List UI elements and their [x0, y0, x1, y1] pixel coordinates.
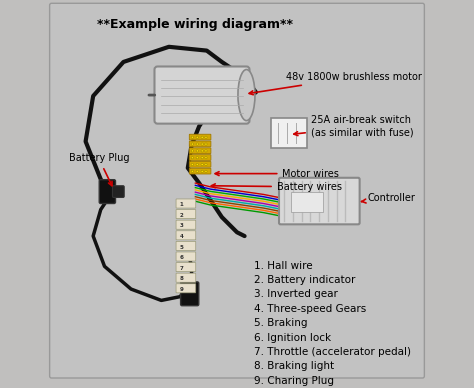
FancyBboxPatch shape	[99, 180, 116, 204]
Circle shape	[205, 163, 207, 166]
FancyBboxPatch shape	[176, 284, 196, 293]
Circle shape	[196, 170, 199, 173]
Circle shape	[205, 170, 207, 173]
FancyBboxPatch shape	[176, 210, 196, 219]
Circle shape	[196, 150, 199, 152]
Circle shape	[201, 157, 203, 159]
FancyBboxPatch shape	[176, 241, 196, 250]
Text: **Example wiring diagram**: **Example wiring diagram**	[97, 18, 293, 31]
Text: 3. Inverted gear: 3. Inverted gear	[254, 289, 338, 300]
Text: 9. Charing Plug: 9. Charing Plug	[254, 376, 334, 386]
FancyBboxPatch shape	[189, 168, 211, 174]
Text: 4: 4	[180, 234, 183, 239]
Circle shape	[205, 143, 207, 145]
Text: 7: 7	[180, 266, 183, 271]
FancyBboxPatch shape	[155, 66, 249, 124]
Text: Motor wires: Motor wires	[215, 169, 339, 178]
Ellipse shape	[238, 69, 255, 121]
FancyBboxPatch shape	[189, 141, 211, 147]
Circle shape	[205, 136, 207, 139]
Circle shape	[201, 136, 203, 139]
FancyBboxPatch shape	[271, 118, 307, 148]
Text: 2. Battery indicator: 2. Battery indicator	[254, 275, 356, 285]
Circle shape	[196, 163, 199, 166]
Text: 48v 1800w brushless motor: 48v 1800w brushless motor	[249, 72, 422, 95]
Circle shape	[191, 150, 193, 152]
Text: 1: 1	[180, 202, 183, 207]
Circle shape	[191, 136, 193, 139]
Text: Controller: Controller	[362, 193, 415, 203]
Circle shape	[196, 157, 199, 159]
FancyBboxPatch shape	[176, 231, 196, 240]
Text: Battery Plug: Battery Plug	[69, 154, 129, 186]
Circle shape	[201, 143, 203, 145]
Text: 8: 8	[180, 276, 183, 281]
FancyBboxPatch shape	[176, 199, 196, 208]
Text: 25A air-break switch
(as similar with fuse): 25A air-break switch (as similar with fu…	[294, 116, 413, 137]
Text: 6: 6	[180, 255, 183, 260]
FancyBboxPatch shape	[291, 192, 323, 212]
Text: 1. Hall wire: 1. Hall wire	[254, 261, 313, 271]
FancyBboxPatch shape	[176, 273, 196, 282]
FancyBboxPatch shape	[189, 155, 211, 160]
FancyBboxPatch shape	[181, 282, 199, 306]
Circle shape	[201, 163, 203, 166]
Circle shape	[205, 157, 207, 159]
Text: 5: 5	[180, 244, 183, 249]
FancyBboxPatch shape	[189, 161, 211, 167]
FancyBboxPatch shape	[176, 263, 196, 272]
FancyBboxPatch shape	[112, 186, 124, 197]
Circle shape	[205, 150, 207, 152]
Text: 9: 9	[180, 287, 183, 292]
FancyBboxPatch shape	[176, 252, 196, 261]
FancyBboxPatch shape	[189, 134, 211, 140]
FancyBboxPatch shape	[189, 148, 211, 154]
Text: 4. Three-speed Gears: 4. Three-speed Gears	[254, 304, 366, 314]
Circle shape	[196, 136, 199, 139]
Circle shape	[191, 157, 193, 159]
Circle shape	[191, 143, 193, 145]
FancyBboxPatch shape	[50, 3, 424, 378]
Text: Battery wires: Battery wires	[211, 182, 342, 192]
Circle shape	[191, 170, 193, 173]
Text: 8. Braking light: 8. Braking light	[254, 361, 334, 371]
FancyBboxPatch shape	[176, 220, 196, 229]
Circle shape	[201, 150, 203, 152]
Text: 5. Braking: 5. Braking	[254, 318, 308, 328]
Text: 6. Ignition lock: 6. Ignition lock	[254, 333, 331, 343]
Circle shape	[191, 163, 193, 166]
Text: 3: 3	[180, 223, 183, 229]
Circle shape	[196, 143, 199, 145]
Text: 7. Throttle (accelerator pedal): 7. Throttle (accelerator pedal)	[254, 347, 411, 357]
FancyBboxPatch shape	[279, 178, 360, 224]
Text: 2: 2	[180, 213, 183, 218]
Circle shape	[201, 170, 203, 173]
